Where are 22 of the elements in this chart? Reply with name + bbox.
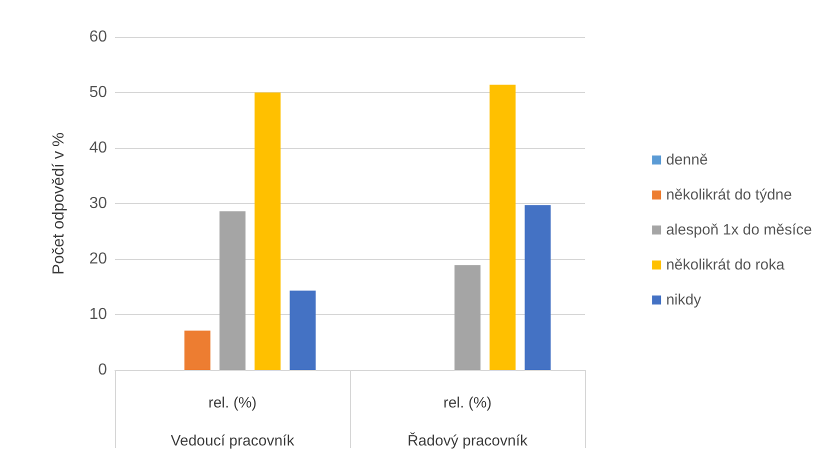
- bar: [220, 211, 246, 370]
- legend-label: několikrát do týdne: [666, 186, 792, 204]
- y-tick-label: 50: [89, 84, 108, 101]
- y-tick-label: 10: [89, 306, 108, 323]
- y-axis-title: Počet odpovědí v %: [50, 132, 68, 275]
- y-tick-label: 0: [98, 362, 108, 378]
- bar: [454, 265, 480, 370]
- bar: [184, 330, 210, 370]
- y-tick-label: 60: [89, 28, 108, 46]
- bar: [524, 205, 551, 370]
- legend-label: nikdy: [666, 292, 702, 308]
- y-tick-label: 20: [89, 250, 108, 268]
- bar: [490, 84, 516, 370]
- bar: [290, 290, 316, 370]
- y-tick-label: 40: [89, 140, 108, 156]
- y-tick-label: 30: [89, 195, 108, 212]
- bar: [254, 92, 281, 370]
- legend-label: alespoň 1x do měsíce: [666, 222, 812, 238]
- legend-label: několikrát do roka: [666, 256, 786, 274]
- legend-label: denně: [666, 152, 708, 168]
- category-label: rel. (%) Řadový pracovník: [407, 394, 528, 450]
- category-label: rel. (%) Vedoucí pracovník: [170, 394, 294, 450]
